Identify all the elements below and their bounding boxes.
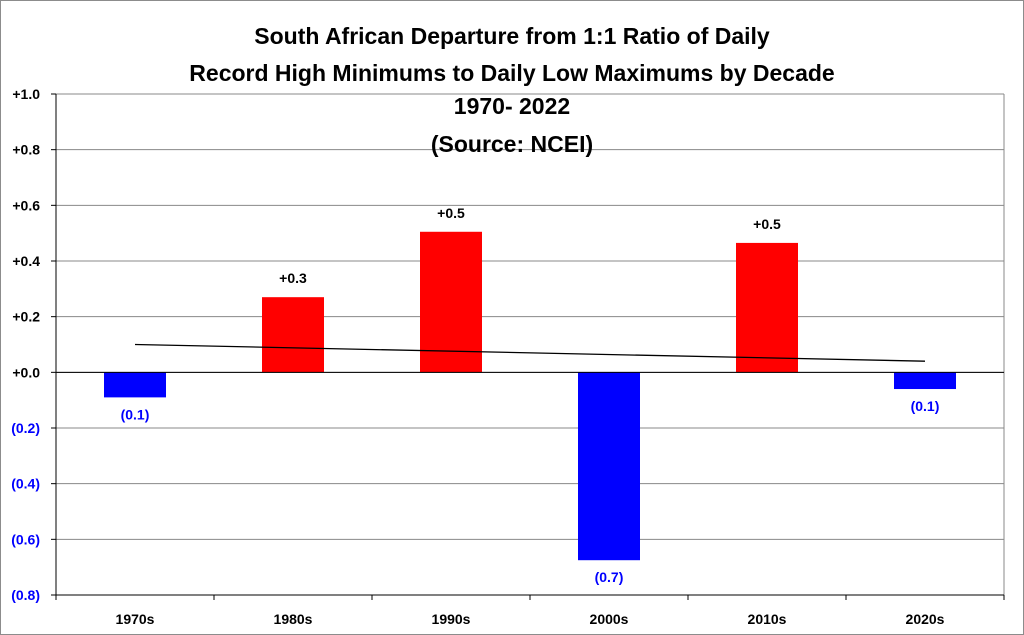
x-tick-label-1980s: 1980s: [274, 611, 313, 627]
data-label-2010s: +0.5: [753, 216, 781, 232]
chart-title-line: Record High Minimums to Daily Low Maximu…: [189, 60, 834, 86]
x-tick-label-1970s: 1970s: [116, 611, 155, 627]
data-label-1980s: +0.3: [279, 270, 307, 286]
y-tick-label: (0.8): [11, 587, 40, 603]
bar-2010s: [736, 242, 798, 373]
bar-2000s: [578, 372, 640, 561]
x-tick-label-2000s: 2000s: [590, 611, 629, 627]
trendline: [134, 343, 926, 362]
chart-title: South African Departure from 1:1 Ratio o…: [189, 23, 834, 157]
data-label-1990s: +0.5: [437, 205, 465, 221]
x-tick-label-2020s: 2020s: [906, 611, 945, 627]
trendline-layer: [134, 343, 926, 362]
bars: [104, 231, 956, 561]
y-tick-label: +0.4: [12, 253, 40, 269]
y-tick-label: +0.6: [12, 197, 40, 213]
bar-2020s: [894, 372, 956, 390]
data-label-1970s: (0.1): [121, 406, 150, 422]
x-tick-label-1990s: 1990s: [432, 611, 471, 627]
chart-title-line: South African Departure from 1:1 Ratio o…: [254, 23, 770, 49]
axes: +1.0 +0.8 +0.6 +0.4 +0.2 +0.0 (0.2) (0.4) (0.6) (…: [11, 86, 1005, 627]
grid-lines: [56, 93, 1005, 596]
chart-title-line: (Source: NCEI): [431, 131, 593, 157]
y-tick-label: (0.4): [11, 476, 40, 492]
y-tick-label: +0.0: [12, 364, 40, 380]
y-tick-label: +1.0: [12, 86, 40, 102]
data-label-2020s: (0.1): [911, 398, 940, 414]
chart-title-line: 1970- 2022: [454, 93, 570, 119]
bar-1980s: [262, 297, 324, 373]
bar-1990s: [420, 231, 482, 373]
y-tick-label: +0.8: [12, 142, 40, 158]
y-tick-label: (0.6): [11, 531, 40, 547]
x-tick-label-2010s: 2010s: [748, 611, 787, 627]
data-label-2000s: (0.7): [595, 569, 624, 585]
bar-1970s: [104, 372, 166, 398]
data-labels: (0.1) +0.3 +0.5 (0.7) +0.5 (0.1): [121, 205, 940, 585]
y-tick-label: (0.2): [11, 420, 40, 436]
y-tick-label: +0.2: [12, 309, 40, 325]
